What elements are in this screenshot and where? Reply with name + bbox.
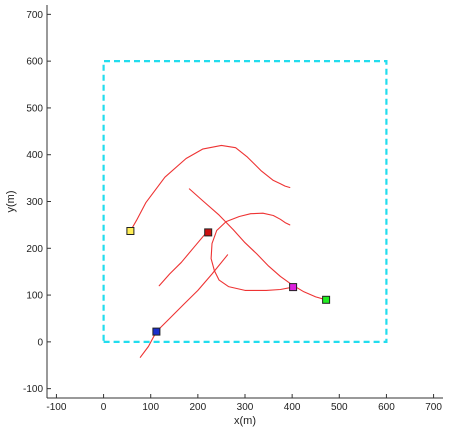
plot-area xyxy=(102,59,388,358)
y-tick-label: 300 xyxy=(26,197,43,208)
y-tick-label: 600 xyxy=(26,57,43,68)
x-axis-label: x(m) xyxy=(234,415,256,427)
path-3 xyxy=(210,212,294,291)
path-2 xyxy=(188,188,327,301)
marker-4 xyxy=(322,295,331,304)
x-tick-label: 300 xyxy=(237,402,254,413)
y-tick-label: 400 xyxy=(26,150,43,161)
x-tick-label: 0 xyxy=(101,402,107,413)
x-tick-label: 500 xyxy=(331,402,348,413)
marker-1 xyxy=(126,227,135,235)
y-tick-label: 0 xyxy=(37,337,43,348)
x-tick-label: 700 xyxy=(425,402,442,413)
x-axis-ticks: -100 0 100 200 300 400 500 600 700 xyxy=(46,394,442,413)
x-tick-label: 100 xyxy=(142,402,159,413)
y-tick-label: -100 xyxy=(23,384,43,395)
y-axis-label: y(m) xyxy=(5,191,17,213)
y-axis-ticks: -100 0 100 200 300 400 500 600 700 xyxy=(23,10,51,395)
marker-5 xyxy=(152,327,161,336)
axes: -100 0 100 200 300 400 500 600 700 -100 0 100 200 30… xyxy=(5,5,443,427)
marker-2 xyxy=(204,228,213,237)
boundary-rectangle xyxy=(102,59,388,343)
y-tick-label: 500 xyxy=(26,103,43,114)
x-tick-label: -100 xyxy=(46,402,66,413)
path-1 xyxy=(129,144,291,232)
path-5 xyxy=(139,254,229,358)
x-tick-label: 200 xyxy=(190,402,207,413)
y-tick-label: 100 xyxy=(26,291,43,302)
x-tick-label: 600 xyxy=(378,402,395,413)
path-4 xyxy=(158,231,208,287)
y-tick-label: 200 xyxy=(26,244,43,255)
marker-3 xyxy=(289,283,298,292)
y-tick-label: 700 xyxy=(26,10,43,21)
x-tick-label: 400 xyxy=(284,402,301,413)
